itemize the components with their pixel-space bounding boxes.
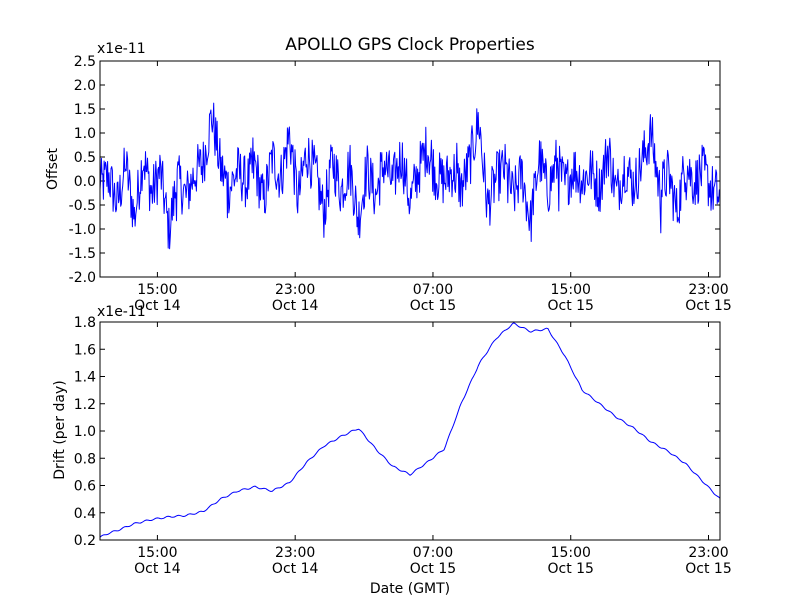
drift-series-line [99,322,721,538]
ytick-label: 0.6 [74,479,96,495]
ytick-label: 2.0 [74,78,96,94]
ytick-label: 2.5 [74,54,96,70]
ytick-label: 1.4 [74,370,96,386]
xtick-label-time: 23:00 [275,282,315,298]
offset-ylabel: Offset [45,147,61,190]
xtick-label-date: Oct 14 [134,298,181,314]
xtick-label-time: 07:00 [413,282,453,298]
ytick-label: 0.4 [74,506,96,522]
ytick-label: -2.0 [69,270,96,286]
xtick-label-date: Oct 14 [272,298,319,314]
offset-yticks: -2.0 -1.5 -1.0 -0.5 0.0 0.5 1.0 1.5 2.0 2.5 [69,54,720,286]
drift-ylabel: Drift (per day) [52,380,68,479]
ytick-label: -1.0 [69,222,96,238]
ytick-label: -0.5 [69,198,96,214]
xtick-label-date: Oct 15 [547,561,593,577]
ytick-label: 1.8 [74,315,96,331]
offset-multiplier: x1e-11 [97,41,146,57]
figure-xlabel: Date (GMT) [370,581,450,597]
drift-axes-frame [99,321,721,541]
xtick-label-date: Oct 15 [685,298,731,314]
xtick-label-time: 15:00 [551,545,591,561]
ytick-label: 1.5 [74,102,96,118]
xtick-label-time: 07:00 [413,545,453,561]
drift-yticks: 0.2 0.4 0.6 0.8 1.0 1.2 1.4 1.6 1.8 [74,315,720,549]
xtick-label-time: 23:00 [688,545,728,561]
offset-axes-frame [99,60,721,278]
ytick-label: 1.0 [74,126,96,142]
xtick-label-date: Oct 14 [134,561,181,577]
ytick-label: 0.5 [74,150,96,166]
xtick-label-time: 15:00 [137,545,177,561]
ytick-label: 0.8 [74,451,96,467]
xtick-label-date: Oct 15 [547,298,593,314]
xtick-label-date: Oct 15 [410,298,456,314]
ytick-label: 1.2 [74,397,96,413]
xtick-label-date: Oct 14 [272,561,319,577]
offset-series-line [99,102,721,250]
xtick-label-time: 23:00 [275,545,315,561]
figure-title: APOLLO GPS Clock Properties [285,35,535,55]
ytick-label: 1.6 [74,342,96,358]
xtick-label-date: Oct 15 [685,561,731,577]
offset-panel: x1e-11 Offset -2.0 -1.5 -1.0 -0.5 0.0 0.5 1.0 1… [45,41,732,314]
drift-multiplier: x1e-11 [97,304,146,320]
ytick-label: 1.0 [74,424,96,440]
ytick-label: 0.0 [74,174,96,190]
xtick-label-time: 23:00 [688,282,728,298]
ytick-label: -1.5 [69,246,96,262]
ytick-label: 0.2 [74,533,96,549]
drift-panel: x1e-11 Drift (per day) 0.2 0.4 0.6 0.8 1.0 1.… [52,304,732,577]
xtick-label-time: 15:00 [137,282,177,298]
xtick-label-time: 15:00 [551,282,591,298]
xtick-label-date: Oct 15 [410,561,456,577]
